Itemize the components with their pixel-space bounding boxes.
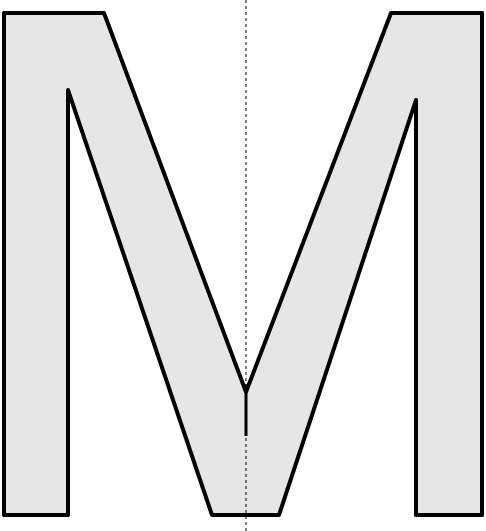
letter-m-shape — [2, 11, 484, 517]
